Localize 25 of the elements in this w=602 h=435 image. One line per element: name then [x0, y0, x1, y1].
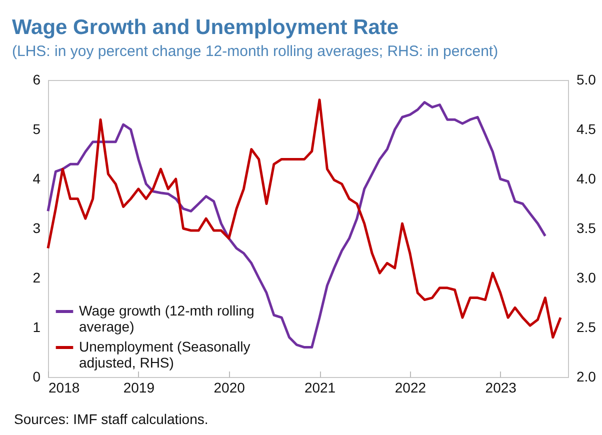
- x-tick-label: 2021: [304, 380, 336, 396]
- y2-tick-label: 2.0: [576, 368, 596, 384]
- x-tick-label: 2022: [394, 380, 426, 396]
- x-tick-label: 2018: [48, 380, 80, 396]
- y-tick-label: 6: [32, 72, 41, 88]
- y2-tick-label: 4.0: [576, 170, 596, 186]
- y-tick-label: 1: [32, 319, 41, 335]
- x-tick-label: 2023: [485, 380, 517, 396]
- y-tick-label: 3: [32, 220, 41, 236]
- legend-label: Unemployment (Seasonally adjusted, RHS): [79, 338, 250, 370]
- x-tick-label: 2020: [214, 380, 246, 396]
- y2-tick-label: 5.0: [576, 72, 596, 88]
- x-tick-label: 2019: [123, 380, 155, 396]
- y2-tick-label: 2.5: [576, 319, 596, 335]
- legend-label: Wage growth (12-mth rolling average): [79, 302, 254, 334]
- chart-title: Wage Growth and Unemployment Rate: [12, 16, 399, 39]
- y2-tick-label: 3.5: [576, 220, 596, 236]
- y2-tick-label: 3.0: [576, 270, 596, 286]
- source-note: Sources: IMF staff calculations.: [14, 410, 208, 428]
- y-tick-label: 5: [32, 121, 41, 137]
- y2-tick-label: 4.5: [576, 121, 596, 137]
- y-tick-label: 2: [32, 270, 41, 286]
- y-tick-label: 4: [32, 170, 41, 186]
- chart-subtitle: (LHS: in yoy percent change 12-month rolling averages; RHS: in percent): [12, 43, 498, 60]
- y-tick-label: 0: [32, 368, 41, 384]
